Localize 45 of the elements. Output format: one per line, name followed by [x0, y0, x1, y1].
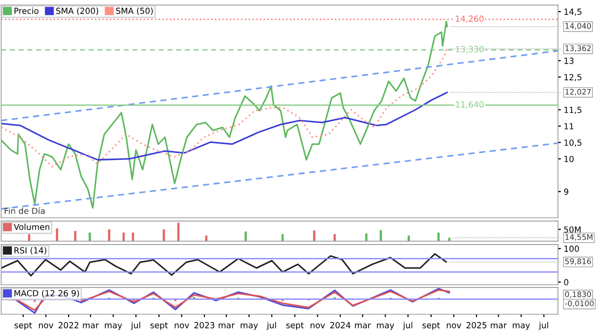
x-tick-label: nov — [174, 324, 190, 328]
y-tick-label: 9 — [564, 188, 568, 195]
x-tick-label: 2025 — [466, 322, 486, 328]
y-tick-label: 13 — [564, 58, 574, 64]
ref-line-label: 11,640 — [456, 101, 484, 108]
x-tick-label: may — [240, 324, 258, 330]
y-tick-label: 10 — [564, 156, 574, 162]
y-tick-label: 0 — [564, 279, 568, 286]
x-tick-label: sept — [150, 322, 168, 330]
legend-label: SMA (50) — [116, 8, 153, 15]
x-tick-label: jul — [402, 322, 412, 330]
x-tick-label: nov — [446, 324, 462, 328]
legend-label: Volumen — [14, 224, 50, 230]
x-tick-label: 2023 — [194, 322, 214, 328]
x-tick-label: nov — [38, 324, 54, 328]
ref-line-label: 14,260 — [456, 16, 484, 23]
x-tick-label: mar — [490, 324, 507, 328]
x-tick-label: 2022 — [58, 322, 78, 328]
y-tick-label: 10,5 — [564, 139, 582, 147]
x-tick-label: may — [512, 324, 530, 330]
x-tick-label: sept — [422, 322, 440, 330]
x-tick-label: nov — [310, 324, 325, 328]
x-tick-label: 2024 — [330, 322, 350, 328]
legend-label: MACD (12 26 9) — [14, 290, 79, 298]
x-tick-label: jul — [538, 322, 548, 330]
y-tick-label: 11 — [564, 123, 574, 130]
x-tick-label: jul — [130, 322, 140, 330]
y-tick-label: 12,5 — [564, 74, 582, 82]
x-tick-label: sept — [286, 322, 304, 330]
annotation: Fin de Día — [4, 207, 45, 214]
x-tick-label: mar — [82, 324, 99, 328]
legend-label: SMA (200) — [56, 8, 98, 15]
y-tick-label: 100 — [564, 246, 579, 252]
x-tick-label: sept — [14, 322, 32, 330]
x-tick-label: may — [104, 324, 122, 330]
y-tick-label: 14,5 — [564, 8, 582, 16]
legend-label: Precio — [14, 8, 38, 14]
x-tick-label: jul — [266, 322, 276, 330]
x-tick-label: may — [376, 324, 394, 330]
x-tick-label: mar — [355, 324, 371, 328]
x-tick-label: mar — [218, 324, 235, 328]
legend-label: RSI (14) — [14, 247, 46, 254]
y-tick-label: 11,5 — [564, 106, 582, 114]
ref-line-label: 13,330 — [456, 46, 484, 54]
y-tick-label: 50M — [564, 226, 581, 233]
